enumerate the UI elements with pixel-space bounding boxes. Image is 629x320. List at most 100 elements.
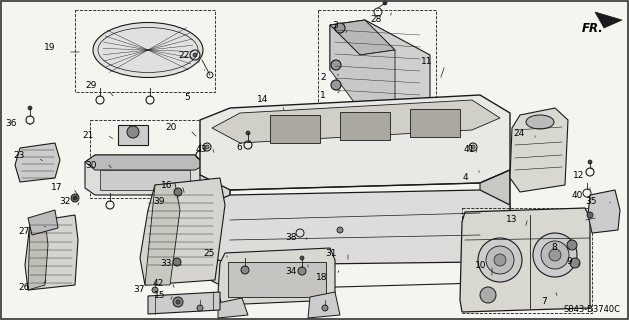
Polygon shape [28, 220, 48, 290]
Text: 31: 31 [325, 250, 337, 259]
Polygon shape [25, 215, 78, 290]
Text: 27: 27 [19, 228, 30, 236]
Text: 18: 18 [316, 274, 327, 283]
Text: 33: 33 [160, 260, 172, 268]
Text: 37: 37 [133, 285, 145, 294]
Bar [340, 112, 390, 140]
Text: 15: 15 [153, 292, 165, 300]
Text: 41: 41 [464, 146, 475, 155]
Circle shape [383, 1, 387, 5]
Bar [270, 115, 320, 143]
Text: 8: 8 [551, 243, 557, 252]
Bar [410, 109, 460, 137]
Text: 4: 4 [462, 173, 468, 182]
Circle shape [478, 238, 522, 282]
Circle shape [197, 305, 203, 311]
Polygon shape [330, 20, 395, 55]
Text: 38: 38 [286, 233, 297, 242]
Circle shape [570, 258, 580, 268]
Circle shape [322, 305, 328, 311]
Text: 24: 24 [514, 129, 525, 138]
Text: 2: 2 [320, 74, 326, 83]
Bar [228, 262, 326, 297]
Polygon shape [308, 292, 340, 318]
Text: 23: 23 [14, 151, 25, 161]
Text: S843-B3740C: S843-B3740C [564, 305, 621, 314]
Text: 1: 1 [320, 91, 326, 100]
Polygon shape [15, 143, 60, 182]
Polygon shape [218, 248, 335, 305]
Circle shape [331, 60, 341, 70]
Polygon shape [595, 12, 622, 28]
Bar [462, 208, 592, 313]
Circle shape [28, 106, 32, 110]
Text: 35: 35 [586, 197, 597, 206]
Polygon shape [85, 155, 205, 195]
Text: 36: 36 [6, 119, 17, 129]
Circle shape [533, 233, 577, 277]
Polygon shape [200, 95, 510, 190]
Circle shape [176, 300, 180, 304]
Polygon shape [588, 190, 620, 233]
Circle shape [127, 126, 139, 138]
Polygon shape [330, 20, 430, 105]
Polygon shape [218, 298, 248, 318]
Polygon shape [200, 175, 230, 290]
Text: 12: 12 [572, 171, 584, 180]
Text: 39: 39 [153, 197, 165, 206]
Circle shape [173, 258, 181, 266]
Circle shape [567, 240, 577, 250]
Text: 40: 40 [572, 190, 583, 199]
Text: 30: 30 [86, 161, 97, 170]
Circle shape [480, 287, 496, 303]
Circle shape [335, 23, 345, 33]
Bar [100, 170, 190, 190]
Polygon shape [510, 108, 568, 192]
Text: 16: 16 [160, 181, 172, 190]
Bar [90, 120, 220, 198]
Circle shape [486, 246, 514, 274]
Text: FR.: FR. [582, 22, 604, 35]
Circle shape [541, 241, 569, 269]
Text: 20: 20 [165, 124, 177, 132]
Circle shape [300, 256, 304, 260]
Text: 32: 32 [60, 197, 71, 206]
Ellipse shape [93, 22, 203, 77]
Polygon shape [85, 155, 205, 170]
Polygon shape [212, 100, 500, 143]
Text: 11: 11 [421, 58, 432, 67]
Circle shape [246, 131, 250, 135]
Text: 43: 43 [196, 146, 207, 155]
Polygon shape [460, 208, 590, 312]
Text: 5: 5 [184, 92, 190, 101]
Text: 22: 22 [179, 52, 190, 60]
Circle shape [71, 194, 79, 202]
Text: 3: 3 [332, 20, 338, 29]
Text: 25: 25 [204, 249, 215, 258]
Circle shape [173, 297, 183, 307]
Polygon shape [200, 190, 510, 265]
Text: 29: 29 [86, 81, 97, 90]
Circle shape [494, 254, 506, 266]
Text: 9: 9 [566, 258, 572, 267]
Text: 17: 17 [50, 183, 62, 193]
Circle shape [152, 287, 158, 293]
Circle shape [549, 249, 561, 261]
Circle shape [174, 188, 182, 196]
Circle shape [73, 196, 77, 200]
Circle shape [205, 145, 209, 149]
Text: 7: 7 [541, 298, 547, 307]
Bar [118, 125, 148, 145]
Text: 26: 26 [19, 284, 30, 292]
Polygon shape [330, 25, 395, 110]
Bar [318, 10, 436, 110]
Text: 42: 42 [153, 279, 164, 289]
Circle shape [241, 266, 249, 274]
Text: 21: 21 [82, 131, 94, 140]
Circle shape [471, 145, 475, 149]
Circle shape [193, 53, 197, 57]
Text: 14: 14 [257, 95, 268, 105]
Text: 13: 13 [506, 215, 517, 225]
Text: 19: 19 [43, 43, 55, 52]
Circle shape [337, 227, 343, 233]
